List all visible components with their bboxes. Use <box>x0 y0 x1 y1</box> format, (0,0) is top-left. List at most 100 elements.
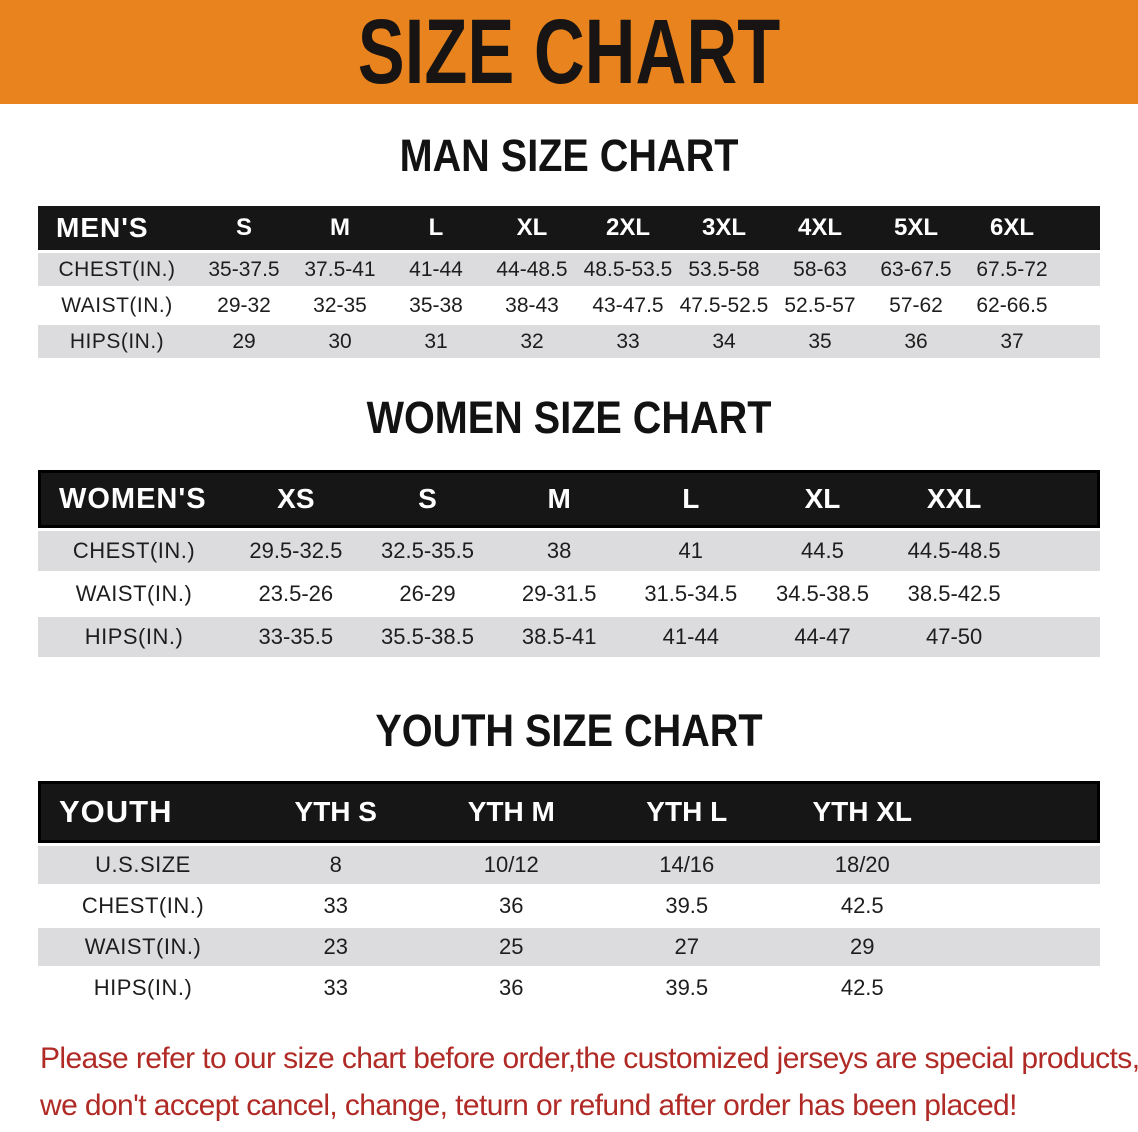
measurement-value: 44.5 <box>756 528 889 571</box>
order-warning-line-2: we don't accept cancel, change, teturn o… <box>40 1089 1017 1122</box>
order-warning-note: Please refer to our size chart before or… <box>0 1035 1138 1129</box>
size-column-header: 4XL <box>772 206 868 250</box>
spacer-cell <box>1060 250 1100 286</box>
measurement-value: 8 <box>248 843 424 884</box>
measurement-value: 67.5-72 <box>964 250 1060 286</box>
measurement-label: WAIST(IN.) <box>38 571 230 614</box>
size-column-header: XL <box>756 470 889 528</box>
measurement-label: HIPS(IN.) <box>38 614 230 657</box>
measurement-label: WAIST(IN.) <box>38 925 248 966</box>
measurement-value: 26-29 <box>361 571 494 614</box>
size-group-label: YOUTH <box>38 781 248 843</box>
measurement-value: 36 <box>423 966 599 1007</box>
measurement-label: CHEST(IN.) <box>38 250 196 286</box>
measurement-value: 48.5-53.5 <box>580 250 676 286</box>
measurement-value: 47-50 <box>888 614 1020 657</box>
measurement-value: 29.5-32.5 <box>230 528 362 571</box>
measurement-value: 44.5-48.5 <box>888 528 1020 571</box>
measurement-value: 36 <box>423 884 599 925</box>
order-warning-line-1: Please refer to our size chart before or… <box>40 1042 1138 1075</box>
measurement-value: 44-47 <box>756 614 889 657</box>
measurement-value: 37.5-41 <box>292 250 388 286</box>
measurement-value: 47.5-52.5 <box>676 286 772 322</box>
measurement-value: 63-67.5 <box>868 250 964 286</box>
measurement-value: 42.5 <box>774 966 950 1007</box>
table-row: HIPS(IN.) 33 36 39.5 42.5 <box>38 966 1100 1007</box>
measurement-label: U.S.SIZE <box>38 843 248 884</box>
men-size-section: MAN SIZE CHART MEN'S S M L XL 2XL 3XL 4XL 5XL 6XL… <box>0 130 1138 358</box>
measurement-label: CHEST(IN.) <box>38 528 230 571</box>
size-column-header: S <box>361 470 494 528</box>
spacer-cell <box>1060 322 1100 358</box>
youth-size-table: YOUTH YTH S YTH M YTH L YTH XL U.S.SIZE 8 10/12… <box>38 781 1100 1007</box>
measurement-value: 31.5-34.5 <box>624 571 757 614</box>
measurement-label: HIPS(IN.) <box>38 322 196 358</box>
size-column-header: 5XL <box>868 206 964 250</box>
table-row: U.S.SIZE 8 10/12 14/16 18/20 <box>38 843 1100 884</box>
measurement-value: 29-31.5 <box>493 571 625 614</box>
measurement-value: 14/16 <box>599 843 775 884</box>
measurement-value: 36 <box>868 322 964 358</box>
spacer-cell <box>950 843 1100 884</box>
measurement-label: CHEST(IN.) <box>38 884 248 925</box>
measurement-label: WAIST(IN.) <box>38 286 196 322</box>
size-column-header: L <box>624 470 757 528</box>
size-group-label: WOMEN'S <box>38 470 230 528</box>
table-row: WAIST(IN.) 29-32 32-35 35-38 38-43 43-47.5 47.… <box>38 286 1100 322</box>
size-column-header: M <box>292 206 388 250</box>
size-column-header: XL <box>484 206 580 250</box>
size-table-header-row: WOMEN'S XS S M L XL XXL <box>38 470 1100 528</box>
measurement-value: 33-35.5 <box>230 614 362 657</box>
measurement-value: 33 <box>580 322 676 358</box>
size-column-header: XXL <box>888 470 1020 528</box>
size-column-header: L <box>388 206 484 250</box>
table-row: HIPS(IN.) 33-35.5 35.5-38.5 38.5-41 41-44 44-… <box>38 614 1100 657</box>
size-table-header-row: MEN'S S M L XL 2XL 3XL 4XL 5XL 6XL <box>38 206 1100 250</box>
measurement-value: 23.5-26 <box>230 571 362 614</box>
size-table-header-row: YOUTH YTH S YTH M YTH L YTH XL <box>38 781 1100 843</box>
measurement-value: 53.5-58 <box>676 250 772 286</box>
measurement-value: 38.5-42.5 <box>888 571 1020 614</box>
youth-section-heading: YOUTH SIZE CHART <box>375 705 763 756</box>
size-column-header: YTH XL <box>774 781 950 843</box>
size-column-header: YTH M <box>423 781 599 843</box>
spacer-cell <box>1020 614 1100 657</box>
measurement-value: 57-62 <box>868 286 964 322</box>
spacer-cell <box>1020 528 1100 571</box>
measurement-value: 52.5-57 <box>772 286 868 322</box>
size-column-header: YTH S <box>248 781 424 843</box>
measurement-value: 62-66.5 <box>964 286 1060 322</box>
size-column-header: YTH L <box>599 781 775 843</box>
spacer-cell <box>950 781 1100 843</box>
measurement-value: 33 <box>248 966 424 1007</box>
table-row: HIPS(IN.) 29 30 31 32 33 34 35 36 37 <box>38 322 1100 358</box>
youth-size-section: YOUTH SIZE CHART YOUTH YTH S YTH M YTH L YTH… <box>0 705 1138 1007</box>
measurement-value: 29 <box>774 925 950 966</box>
men-size-table: MEN'S S M L XL 2XL 3XL 4XL 5XL 6XL CHEST(IN.) 35-37… <box>38 206 1100 358</box>
measurement-value: 38.5-41 <box>493 614 625 657</box>
spacer-cell <box>950 966 1100 1007</box>
measurement-value: 42.5 <box>774 884 950 925</box>
spacer-cell <box>1060 286 1100 322</box>
spacer-cell <box>1020 571 1100 614</box>
page-title: SIZE CHART <box>357 0 781 103</box>
measurement-value: 58-63 <box>772 250 868 286</box>
size-column-header: XS <box>230 470 362 528</box>
table-row: CHEST(IN.) 35-37.5 37.5-41 41-44 44-48.5 48.5… <box>38 250 1100 286</box>
measurement-value: 33 <box>248 884 424 925</box>
measurement-value: 31 <box>388 322 484 358</box>
women-section-heading: WOMEN SIZE CHART <box>366 392 772 443</box>
measurement-value: 34.5-38.5 <box>756 571 889 614</box>
spacer-cell <box>1060 206 1100 250</box>
men-section-heading: MAN SIZE CHART <box>399 130 739 181</box>
women-size-section: WOMEN SIZE CHART WOMEN'S XS S M L XL XXL CHEST(… <box>0 392 1138 657</box>
measurement-value: 32 <box>484 322 580 358</box>
size-chart-banner: SIZE CHART <box>0 0 1138 104</box>
measurement-value: 41-44 <box>388 250 484 286</box>
measurement-label: HIPS(IN.) <box>38 966 248 1007</box>
table-row: WAIST(IN.) 23 25 27 29 <box>38 925 1100 966</box>
measurement-value: 41 <box>624 528 757 571</box>
size-column-header: 6XL <box>964 206 1060 250</box>
spacer-cell <box>950 925 1100 966</box>
measurement-value: 29 <box>196 322 292 358</box>
